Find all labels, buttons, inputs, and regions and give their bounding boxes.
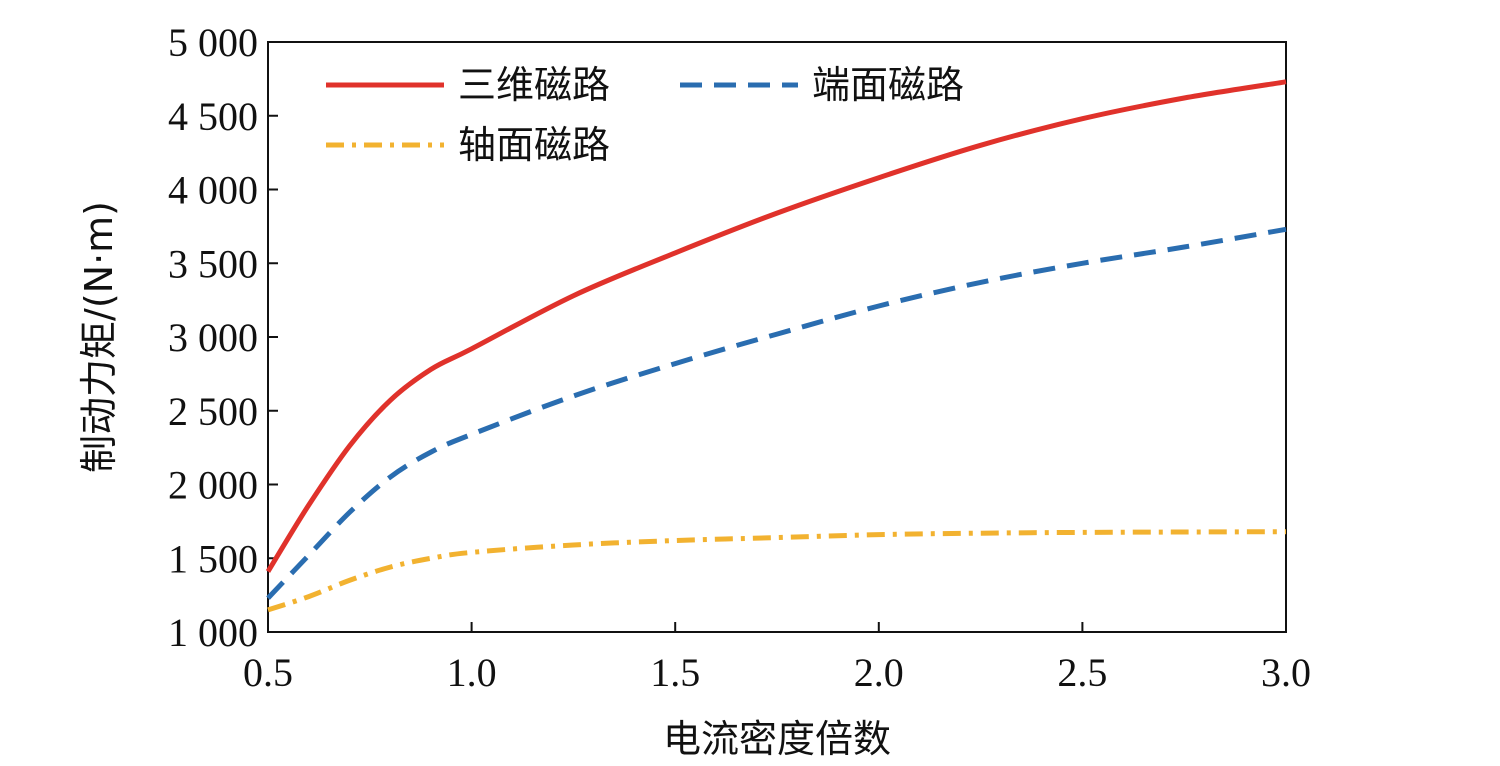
- x-tick-label: 0.5: [243, 650, 293, 695]
- x-tick-label: 1.5: [650, 650, 700, 695]
- y-axis-label: 制动力矩/(N·m): [77, 201, 121, 473]
- y-tick-label: 1 000: [168, 610, 258, 655]
- axes: 0.5 1.0 1.5 2.0 2.5 3.0 1 000 1 500 2 000 2 500 3 …: [168, 20, 1311, 695]
- series-end-face-path-legend-label: 端面磁路: [812, 63, 964, 107]
- y-tick-label: 3 500: [168, 241, 258, 286]
- series-3d-path-line: [265, 79, 1287, 573]
- x-tick-label: 2.5: [1057, 650, 1107, 695]
- series-3d-path-legend-label: 三维磁路: [458, 63, 610, 107]
- x-tick-label: 3.0: [1261, 650, 1311, 695]
- x-tick-label: 2.0: [854, 650, 904, 695]
- y-tick-label: 1 500: [168, 536, 258, 581]
- y-tick-label: 4 000: [168, 168, 258, 213]
- y-tick-label: 3 000: [168, 315, 258, 360]
- y-tick-label: 4 500: [168, 94, 258, 139]
- x-tick-label: 1.0: [447, 650, 497, 695]
- y-tick-label: 2 000: [168, 463, 258, 508]
- y-tick-label: 5 000: [168, 20, 258, 65]
- x-axis-label: 电流密度倍数: [663, 717, 891, 761]
- series-layer: [265, 79, 1287, 613]
- series-end-face-path-line: [266, 226, 1287, 600]
- series-axial-face-path-legend-label: 轴面磁路: [458, 123, 610, 167]
- plot-frame: [267, 41, 1287, 633]
- y-tick-label: 2 500: [168, 389, 258, 434]
- series-axial-face-path-line: [267, 529, 1287, 613]
